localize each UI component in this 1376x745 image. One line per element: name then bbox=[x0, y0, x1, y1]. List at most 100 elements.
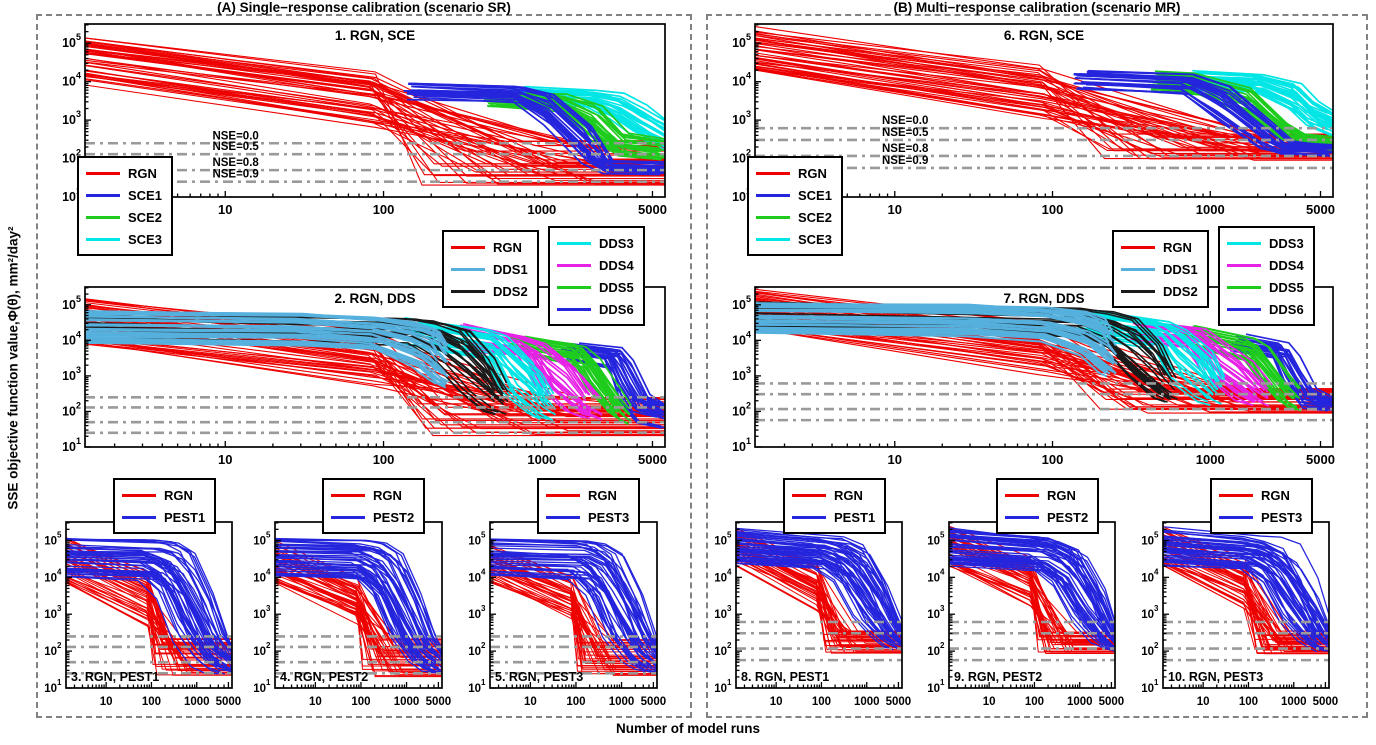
legend-line-sample bbox=[557, 307, 591, 311]
legend-label: DDS1 bbox=[493, 261, 528, 277]
legend-label: SCE3 bbox=[128, 231, 162, 247]
legend-line-sample bbox=[546, 493, 580, 497]
legend-entry: SCE3 bbox=[756, 228, 832, 250]
legend-entry: SCE1 bbox=[86, 184, 162, 206]
legend-line-sample bbox=[756, 237, 790, 241]
legend-label: DDS6 bbox=[1269, 301, 1304, 317]
legend-line-sample bbox=[557, 263, 591, 267]
legend-entry: DDS2 bbox=[451, 280, 528, 302]
subplot-3 bbox=[16, 506, 246, 722]
legend-label: DDS4 bbox=[1269, 257, 1304, 273]
legend-label: RGN bbox=[164, 487, 193, 503]
legend-entry: SCE3 bbox=[86, 228, 162, 250]
legend-line-sample bbox=[451, 245, 485, 249]
legend-label: DDS3 bbox=[1269, 235, 1304, 251]
legend-label: PEST1 bbox=[834, 509, 876, 525]
legend-entry: PEST1 bbox=[792, 506, 875, 528]
legend-label: SCE3 bbox=[798, 231, 832, 247]
legend-entry: DDS4 bbox=[1227, 254, 1304, 276]
legend-line-sample bbox=[1005, 515, 1039, 519]
legend-line-sample bbox=[451, 267, 485, 271]
legend-label: PEST2 bbox=[1047, 509, 1089, 525]
subplot-4-legend: RGN PEST2 bbox=[322, 478, 426, 534]
legend-line-sample bbox=[1227, 285, 1261, 289]
legend-line-sample bbox=[1219, 493, 1253, 497]
legend-line-sample bbox=[122, 515, 156, 519]
legend-line-sample bbox=[1121, 267, 1155, 271]
legend-entry: DDS2 bbox=[1121, 280, 1198, 302]
legend-label: RGN bbox=[1163, 239, 1192, 255]
legend-line-sample bbox=[1227, 263, 1261, 267]
legend-label: RGN bbox=[373, 487, 402, 503]
legend-label: RGN bbox=[834, 487, 863, 503]
legend-line-sample bbox=[756, 171, 790, 175]
subplot-5-canvas bbox=[440, 506, 671, 722]
legend-label: SCE1 bbox=[128, 187, 162, 203]
legend-label: RGN bbox=[1047, 487, 1076, 503]
subplot-7-legend-1: RGN DDS1 DDS2 bbox=[1112, 230, 1209, 308]
legend-entry: RGN bbox=[1005, 484, 1088, 506]
legend-entry: DDS4 bbox=[557, 254, 634, 276]
subplot-7-legend-2: DDS3 DDS4 DDS5 DDS6 bbox=[1218, 226, 1315, 326]
legend-label: RGN bbox=[1261, 487, 1290, 503]
legend-entry: PEST3 bbox=[546, 506, 629, 528]
legend-label: PEST3 bbox=[588, 509, 630, 525]
legend-entry: DDS6 bbox=[1227, 298, 1304, 320]
legend-line-sample bbox=[1121, 245, 1155, 249]
subplot-4 bbox=[225, 506, 456, 722]
legend-label: PEST1 bbox=[164, 509, 206, 525]
legend-entry: PEST3 bbox=[1219, 506, 1302, 528]
panel-b-title: (B) Multi−response calibration (scenario… bbox=[893, 0, 1181, 15]
legend-entry: SCE2 bbox=[756, 206, 832, 228]
legend-entry: RGN bbox=[122, 484, 205, 506]
legend-entry: DDS1 bbox=[1121, 258, 1198, 280]
legend-line-sample bbox=[1005, 493, 1039, 497]
legend-line-sample bbox=[1227, 307, 1261, 311]
legend-entry: SCE2 bbox=[86, 206, 162, 228]
legend-line-sample bbox=[331, 493, 365, 497]
subplot-8-canvas bbox=[686, 506, 916, 722]
legend-entry: DDS5 bbox=[557, 276, 634, 298]
legend-line-sample bbox=[1219, 515, 1253, 519]
panel-a-title: (A) Single−response calibration (scenari… bbox=[217, 0, 511, 15]
legend-line-sample bbox=[86, 193, 120, 197]
legend-label: PEST3 bbox=[1261, 509, 1303, 525]
legend-label: RGN bbox=[588, 487, 617, 503]
legend-line-sample bbox=[86, 171, 120, 175]
legend-entry: PEST1 bbox=[122, 506, 205, 528]
legend-label: DDS5 bbox=[1269, 279, 1304, 295]
legend-entry: PEST2 bbox=[331, 506, 414, 528]
subplot-6-legend: RGN SCE1 SCE2 SCE3 bbox=[747, 156, 843, 256]
subplot-9-canvas bbox=[899, 506, 1129, 722]
legend-entry: DDS3 bbox=[557, 232, 634, 254]
legend-entry: RGN bbox=[1219, 484, 1302, 506]
legend-entry: DDS3 bbox=[1227, 232, 1304, 254]
legend-line-sample bbox=[451, 289, 485, 293]
legend-label: DDS6 bbox=[599, 301, 634, 317]
legend-label: PEST2 bbox=[373, 509, 415, 525]
legend-line-sample bbox=[756, 215, 790, 219]
subplot-10-canvas bbox=[1113, 506, 1343, 722]
legend-label: SCE1 bbox=[798, 187, 832, 203]
legend-entry: DDS5 bbox=[1227, 276, 1304, 298]
subplot-10-legend: RGN PEST3 bbox=[1210, 478, 1314, 534]
legend-line-sample bbox=[546, 515, 580, 519]
legend-entry: RGN bbox=[756, 162, 832, 184]
legend-line-sample bbox=[557, 241, 591, 245]
legend-line-sample bbox=[1121, 289, 1155, 293]
legend-entry: PEST2 bbox=[1005, 506, 1088, 528]
legend-label: RGN bbox=[128, 165, 157, 181]
legend-label: DDS5 bbox=[599, 279, 634, 295]
subplot-8-legend: RGN PEST1 bbox=[783, 478, 887, 534]
legend-entry: DDS1 bbox=[451, 258, 528, 280]
legend-label: DDS3 bbox=[599, 235, 634, 251]
legend-label: RGN bbox=[493, 239, 522, 255]
subplot-9-legend: RGN PEST2 bbox=[996, 478, 1100, 534]
y-axis-label: SSE objective function value,Φ(θ), mm²/d… bbox=[5, 226, 21, 510]
legend-entry: RGN bbox=[86, 162, 162, 184]
legend-line-sample bbox=[86, 237, 120, 241]
legend-line-sample bbox=[122, 493, 156, 497]
legend-entry: RGN bbox=[792, 484, 875, 506]
legend-line-sample bbox=[557, 285, 591, 289]
